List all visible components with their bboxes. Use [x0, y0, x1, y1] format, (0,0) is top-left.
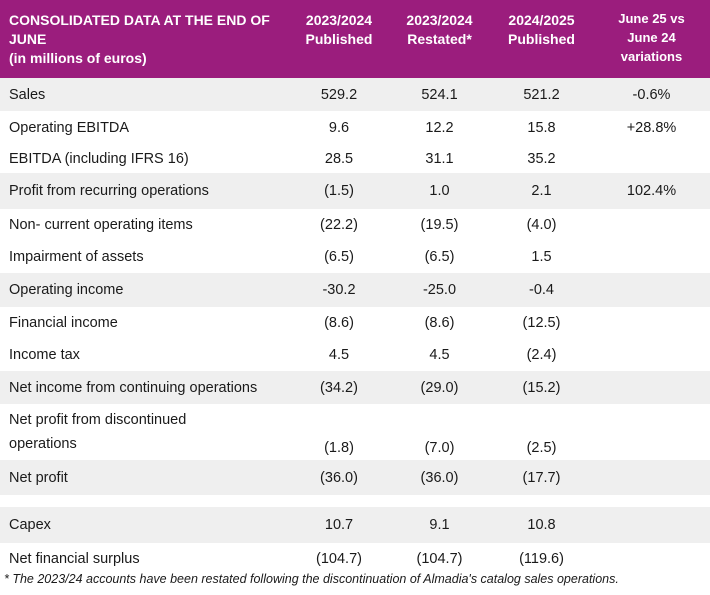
row-label: EBITDA (including IFRS 16) [9, 150, 189, 167]
table-header: CONSOLIDATED DATA AT THE END OF JUNE (in… [0, 0, 710, 78]
footnote: * The 2023/24 accounts have been restate… [4, 572, 619, 586]
value-variation [604, 507, 699, 543]
row-label: Net financial surplus [9, 550, 140, 567]
value-2023-2024-published: -30.2 [322, 282, 356, 298]
value-2024-2025-published: -0.4 [529, 282, 554, 298]
row-label: Income tax [9, 347, 80, 363]
value-2023-2024-published: 529.2 [320, 86, 358, 103]
value-2024-2025-published: (12.5) [522, 315, 561, 331]
row-label [9, 495, 299, 507]
row-label: Capex [9, 517, 51, 533]
table-row: Profit from recurring operations (1.5) 1.0… [0, 173, 710, 209]
value-variation [604, 209, 699, 240]
value-2024-2025-published: 2.1 [531, 183, 552, 199]
row-label: Net income from continuing operations [9, 379, 258, 396]
row-label: Operating EBITDA [9, 119, 130, 136]
row-label: Financial income [9, 315, 118, 331]
value-2024-2025-published: (2.4) [526, 347, 557, 363]
value-2024-2025-published: 1.5 [531, 248, 552, 265]
value-2024-2025-published: 35.2 [527, 150, 556, 167]
value-variation [604, 543, 699, 574]
header-col-2023-2024-published: 2023/2024 Published [305, 12, 373, 47]
table-row: Net financial surplus (104.7) (104.7) (119.… [0, 543, 710, 574]
value-2023-2024-restated: (8.6) [424, 315, 455, 331]
value-2023-2024-published: (1.5) [324, 183, 354, 199]
value-variation: +28.8% [626, 119, 677, 136]
value-variation: 102.4% [626, 183, 677, 199]
value-2023-2024-restated: (19.5) [420, 216, 459, 233]
header-title: CONSOLIDATED DATA AT THE END OF JUNE (in… [9, 12, 270, 66]
value-2023-2024-published: (104.7) [316, 550, 362, 567]
value-variation [604, 404, 699, 460]
row-label: Non- current operating items [9, 216, 193, 233]
value-2024-2025-published: (2.5) [526, 440, 557, 456]
value-variation [604, 495, 699, 507]
table-row: Impairment of assets (6.5) (6.5) 1.5 [0, 240, 710, 273]
value-variation [604, 144, 699, 173]
table-row: Sales 529.2 524.1 521.2 -0.6% [0, 78, 710, 111]
table-row: Net profit (36.0) (36.0) (17.7) [0, 460, 710, 495]
value-2023-2024-restated: 12.2 [425, 119, 454, 136]
value-variation [604, 273, 699, 307]
value-2023-2024-published: 28.5 [324, 150, 354, 167]
table-row: Financial income (8.6) (8.6) (12.5) [0, 307, 710, 339]
value-variation [604, 307, 699, 339]
row-label: Impairment of assets [9, 248, 144, 265]
value-2023-2024-restated: (36.0) [420, 469, 459, 486]
table-row: Non- current operating items (22.2) (19.5)… [0, 209, 710, 240]
value-2024-2025-published: 10.8 [527, 517, 556, 533]
value-2023-2024-restated: 9.1 [429, 517, 450, 533]
value-2024-2025-published: (17.7) [522, 469, 561, 486]
table-spacer-row [0, 495, 710, 507]
value-2023-2024-published: (36.0) [320, 469, 358, 486]
value-2023-2024-restated: (104.7) [416, 550, 463, 567]
row-label: Net profit from discontinued operations [9, 412, 187, 452]
value-variation [604, 339, 699, 371]
value-2024-2025-published: 521.2 [523, 86, 560, 103]
value-2023-2024-published: (8.6) [324, 315, 354, 331]
value-variation: -0.6% [632, 86, 671, 103]
value-2023-2024-restated: 4.5 [429, 347, 450, 363]
value-2023-2024-restated: -25.0 [422, 282, 457, 298]
value-variation [604, 460, 699, 495]
header-col-2023-2024-restated: 2023/2024 Restated* [406, 12, 473, 47]
table-row: Net income from continuing operations (34… [0, 371, 710, 404]
table-row: EBITDA (including IFRS 16) 28.5 31.1 35.2 [0, 144, 710, 173]
value-2023-2024-restated: 1.0 [429, 183, 450, 199]
value-2024-2025-published: (119.6) [519, 550, 564, 567]
table-row: Income tax 4.5 4.5 (2.4) [0, 339, 710, 371]
header-col-variations: June 25 vs June 24 variations [618, 11, 685, 64]
value-2023-2024-published: (34.2) [320, 379, 358, 396]
value-2023-2024-published: 4.5 [328, 347, 350, 363]
value-2024-2025-published [494, 495, 589, 507]
value-variation [604, 371, 699, 404]
value-2023-2024-restated [392, 495, 487, 507]
table-row: Capex 10.7 9.1 10.8 [0, 507, 710, 543]
value-2024-2025-published: (15.2) [522, 379, 561, 396]
value-2023-2024-published [294, 495, 384, 507]
table-row: Operating EBITDA 9.6 12.2 15.8 +28.8% [0, 111, 710, 144]
value-2024-2025-published: 15.8 [527, 119, 556, 136]
table-row: Net profit from discontinued operations (… [0, 404, 710, 460]
row-label: Operating income [9, 282, 124, 298]
value-2023-2024-restated: 524.1 [421, 86, 458, 103]
value-2023-2024-restated: (7.0) [424, 440, 455, 456]
value-2024-2025-published: (4.0) [526, 216, 557, 233]
value-2023-2024-published: (1.8) [324, 440, 354, 456]
header-col-2024-2025-published: 2024/2025 Published [508, 12, 575, 47]
value-2023-2024-published: 10.7 [324, 517, 354, 533]
row-label: Profit from recurring operations [9, 183, 209, 199]
row-label: Sales [9, 86, 46, 103]
value-2023-2024-restated: (6.5) [424, 248, 455, 265]
value-variation [604, 240, 699, 273]
row-label: Net profit [9, 469, 68, 486]
value-2023-2024-published: 9.6 [328, 119, 350, 136]
table-row: Operating income -30.2 -25.0 -0.4 [0, 273, 710, 307]
value-2023-2024-restated: (29.0) [420, 379, 459, 396]
value-2023-2024-published: (22.2) [320, 216, 358, 233]
value-2023-2024-published: (6.5) [324, 248, 354, 265]
value-2023-2024-restated: 31.1 [425, 150, 454, 167]
